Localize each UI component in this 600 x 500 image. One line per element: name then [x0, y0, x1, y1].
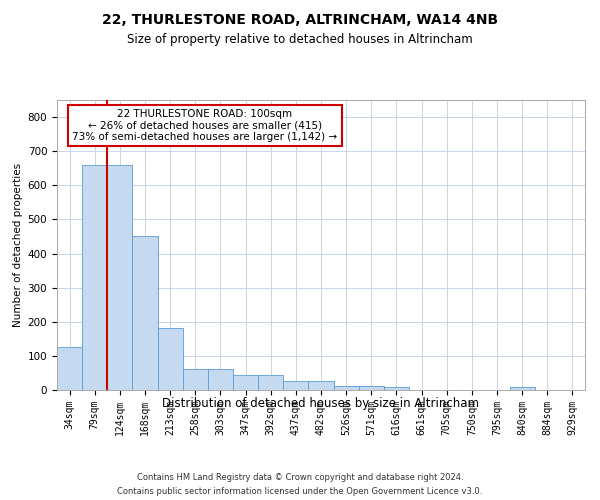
Y-axis label: Number of detached properties: Number of detached properties — [13, 163, 23, 327]
Text: Contains public sector information licensed under the Open Government Licence v3: Contains public sector information licen… — [118, 488, 482, 496]
Text: 22, THURLESTONE ROAD, ALTRINCHAM, WA14 4NB: 22, THURLESTONE ROAD, ALTRINCHAM, WA14 4… — [102, 12, 498, 26]
Text: Size of property relative to detached houses in Altrincham: Size of property relative to detached ho… — [127, 32, 473, 46]
Text: 22 THURLESTONE ROAD: 100sqm
← 26% of detached houses are smaller (415)
73% of se: 22 THURLESTONE ROAD: 100sqm ← 26% of det… — [72, 108, 337, 142]
Bar — [158, 328, 183, 390]
Bar — [133, 236, 158, 390]
Bar — [258, 374, 283, 390]
Bar — [384, 388, 409, 390]
Bar — [208, 368, 233, 390]
Bar — [334, 386, 359, 390]
Bar — [509, 388, 535, 390]
Text: Distribution of detached houses by size in Altrincham: Distribution of detached houses by size … — [163, 398, 479, 410]
Bar — [359, 386, 384, 390]
Bar — [57, 348, 82, 390]
Text: Contains HM Land Registry data © Crown copyright and database right 2024.: Contains HM Land Registry data © Crown c… — [137, 472, 463, 482]
Bar — [283, 382, 308, 390]
Bar — [183, 368, 208, 390]
Bar — [82, 165, 107, 390]
Bar — [107, 165, 133, 390]
Bar — [233, 374, 258, 390]
Bar — [308, 382, 334, 390]
